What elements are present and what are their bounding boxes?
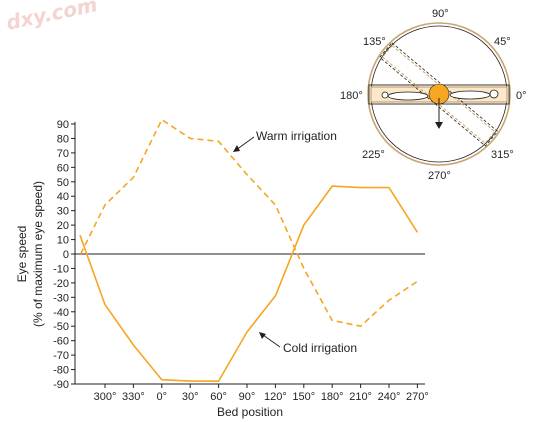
- x-tick-label: 90°: [239, 391, 256, 403]
- warm-irrigation-line: [79, 118, 418, 327]
- y-tick-label: 60: [57, 162, 69, 174]
- y-tick-label: 50: [57, 177, 69, 189]
- y-axis-title-line1: Eye speed: [15, 226, 29, 283]
- deg-label-225: 225°: [362, 149, 385, 161]
- y-tick-label: 20: [57, 220, 69, 232]
- deg-label-135: 135°: [363, 36, 386, 48]
- y-tick-label: 10: [57, 235, 69, 247]
- y-tick-label: -70: [53, 350, 69, 362]
- patient-figure: [381, 89, 499, 101]
- y-tick-label: 80: [57, 133, 69, 145]
- warm-irrigation-label: Warm irrigation: [256, 129, 337, 143]
- y-tick-label: -50: [53, 321, 69, 333]
- deg-label-0: 0°: [516, 90, 527, 102]
- x-tick-label: 210°: [349, 391, 372, 403]
- warm-annotation-arrow: [235, 136, 255, 151]
- cold-irrigation-label: Cold irrigation: [283, 341, 357, 355]
- x-tick-label: 150°: [292, 391, 315, 403]
- x-tick-group: 300° 330° 0° 30° 60° 90° 120° 150° 180° 210° 240° 2…: [94, 384, 429, 403]
- series-group: [79, 118, 419, 382]
- x-tick-label: 30°: [182, 391, 199, 403]
- y-tick-label: 90: [57, 119, 69, 131]
- gravity-arrowhead: [435, 122, 443, 129]
- x-tick-label: 60°: [210, 391, 227, 403]
- cold-annotation-arrow: [262, 334, 281, 348]
- y-tick-label: 30: [57, 206, 69, 218]
- watermark-text: dxy.com: [4, 0, 99, 35]
- x-axis-title: Bed position: [217, 405, 283, 419]
- x-tick-label: 330°: [122, 391, 145, 403]
- bed-rotation-diagram: 90° 45° 0° 315° 270° 225° 180° 135°: [340, 8, 527, 182]
- y-tick-label: 0: [63, 249, 69, 261]
- cold-annotation: Cold irrigation: [259, 332, 357, 355]
- y-tick-label: 70: [57, 148, 69, 160]
- y-tick-label: -20: [53, 278, 69, 290]
- warm-annotation: Warm irrigation: [233, 129, 337, 152]
- rotation-ring-outer: [367, 22, 511, 166]
- axes: [74, 122, 425, 385]
- cold-irrigation-line: [79, 185, 419, 382]
- cold-annotation-arrowhead: [259, 332, 266, 339]
- deg-label-180: 180°: [340, 90, 363, 102]
- y-tick-group: -90 -80 -70 -60 -50 -40 -30 -20 -10 0 10 20 30 40 50 60…: [53, 119, 75, 391]
- y-tick-label: -80: [53, 365, 69, 377]
- y-tick-label: -90: [53, 379, 69, 391]
- y-tick-label: -10: [53, 263, 69, 275]
- y-tick-label: 40: [57, 191, 69, 203]
- x-tick-label: 180°: [321, 391, 344, 403]
- x-tick-label: 300°: [94, 391, 117, 403]
- x-tick-label: 0°: [157, 391, 168, 403]
- x-tick-label: 120°: [264, 391, 287, 403]
- y-tick-label: -60: [53, 336, 69, 348]
- deg-label-45: 45°: [494, 36, 511, 48]
- deg-label-315: 315°: [491, 149, 514, 161]
- warm-annotation-arrowhead: [233, 145, 240, 152]
- x-tick-label: 270°: [406, 391, 429, 403]
- y-axis-title-line2: (% of maximum eye speed): [31, 181, 45, 327]
- x-tick-label: 240°: [378, 391, 401, 403]
- deg-label-270: 270°: [428, 170, 451, 182]
- y-tick-label: -30: [53, 292, 69, 304]
- deg-label-90: 90°: [432, 8, 449, 20]
- y-tick-label: -40: [53, 307, 69, 319]
